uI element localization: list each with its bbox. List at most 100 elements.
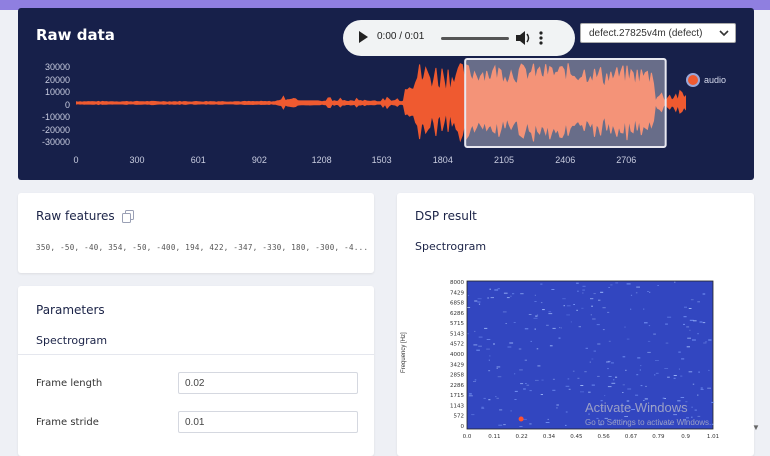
more-vertical-icon[interactable] bbox=[537, 29, 545, 47]
copy-icon[interactable] bbox=[122, 210, 134, 223]
spectrogram-cell bbox=[664, 398, 666, 399]
spectrogram-cell bbox=[647, 351, 651, 353]
spectrogram-cell bbox=[623, 421, 626, 423]
spectrogram-cell bbox=[467, 307, 471, 308]
spectrogram-cell bbox=[542, 309, 545, 311]
spectrogram-cell bbox=[506, 297, 510, 299]
spectrogram-cell bbox=[684, 419, 686, 421]
spectrogram-cell bbox=[514, 373, 516, 375]
spectrogram-cell bbox=[558, 337, 561, 339]
frame-stride-label: Frame stride bbox=[36, 417, 99, 428]
windows-watermark-title: Activate Windows bbox=[585, 400, 688, 415]
spectrogram-cell bbox=[477, 298, 482, 300]
spectrogram-cell bbox=[573, 304, 575, 305]
spectrogram-cell bbox=[626, 338, 630, 340]
spectrogram-cell bbox=[597, 375, 600, 377]
waveform-chart[interactable] bbox=[76, 56, 686, 150]
spectrogram-cell bbox=[469, 393, 472, 395]
spectrogram-cell bbox=[576, 282, 579, 284]
window-selection-highlight[interactable] bbox=[464, 58, 667, 148]
spectrogram-cell bbox=[596, 324, 600, 326]
spectrogram-cell bbox=[611, 382, 616, 384]
spectrogram-cell bbox=[692, 339, 696, 341]
spectrogram-ylabel: Frequency [Hz] bbox=[401, 332, 407, 373]
spectrogram-cell bbox=[505, 323, 507, 324]
spectrogram-cell bbox=[673, 377, 676, 379]
spectrogram-cell bbox=[541, 379, 544, 381]
spectrogram-cell bbox=[540, 283, 543, 285]
spectrogram-cell bbox=[604, 395, 606, 397]
spectrogram-cell bbox=[680, 397, 685, 398]
spectrogram-cell bbox=[704, 341, 708, 343]
spectrogram-cell bbox=[481, 407, 485, 409]
spectrogram-cell bbox=[643, 400, 645, 401]
spectrogram-cell bbox=[624, 326, 626, 328]
frame-stride-input[interactable] bbox=[178, 411, 358, 433]
frame-length-label: Frame length bbox=[36, 378, 103, 389]
spectrogram-cell bbox=[582, 289, 585, 291]
spectrogram-y-tick: 1143 bbox=[450, 403, 464, 409]
spectrogram-cell bbox=[493, 343, 495, 345]
spectrogram-y-tick: 6858 bbox=[450, 301, 464, 307]
spectrogram-cell bbox=[697, 301, 700, 303]
play-icon[interactable] bbox=[359, 31, 368, 43]
spectrogram-cell bbox=[519, 426, 523, 427]
spectrogram-cell bbox=[703, 342, 707, 344]
spectrogram-cell bbox=[580, 391, 584, 393]
spectrogram-cell bbox=[655, 372, 659, 374]
audio-time: 0:00 / 0:01 bbox=[377, 31, 425, 42]
spectrogram-cell bbox=[622, 356, 626, 358]
spectrogram-chart[interactable]: 8000 7429 6858 6286 5715 5143 4572 4000 3429 2858… bbox=[433, 277, 723, 445]
chevron-down-icon bbox=[719, 30, 729, 37]
spectrogram-cell bbox=[495, 396, 497, 398]
sample-select[interactable]: defect.27825v4m (defect) bbox=[580, 23, 736, 43]
x-tick-label: 1208 bbox=[311, 155, 332, 165]
audio-progress-bar[interactable] bbox=[441, 37, 509, 40]
spectrogram-cell bbox=[647, 340, 651, 342]
spectrogram-cell bbox=[665, 342, 669, 344]
spectrogram-x-tick: 1.01 bbox=[707, 434, 719, 440]
spectrogram-cell bbox=[473, 344, 478, 346]
spectrogram-cell bbox=[607, 386, 612, 388]
frame-length-input[interactable] bbox=[178, 372, 358, 394]
spectrogram-cell bbox=[711, 401, 715, 403]
spectrogram-x-tick: 0.79 bbox=[652, 434, 665, 440]
spectrogram-cell bbox=[537, 365, 541, 367]
spectrogram-cell bbox=[483, 397, 486, 399]
spectrogram-cell bbox=[673, 375, 677, 376]
spectrogram-cell bbox=[689, 329, 691, 331]
spectrogram-cell bbox=[694, 409, 697, 411]
spectrogram-cell bbox=[602, 329, 605, 331]
y-tick-label: 10000 bbox=[44, 87, 70, 97]
spectrogram-y-tick: 0 bbox=[461, 424, 465, 430]
spectrogram-cell bbox=[640, 365, 642, 367]
sample-select-value: defect.27825v4m (defect) bbox=[589, 28, 703, 39]
spectrogram-cell bbox=[674, 281, 676, 283]
spectrogram-cell bbox=[673, 414, 677, 416]
section-divider bbox=[18, 354, 374, 355]
spectrogram-cell bbox=[662, 397, 665, 399]
volume-icon[interactable] bbox=[515, 29, 531, 47]
spectrogram-cell bbox=[645, 385, 647, 387]
windows-watermark-subtitle: Go to Settings to activate Windows. bbox=[585, 418, 712, 427]
spectrogram-cell bbox=[503, 424, 506, 426]
spectrogram-cell bbox=[711, 423, 714, 425]
spectrogram-cell bbox=[507, 346, 512, 348]
spectrogram-cell bbox=[691, 416, 693, 418]
audio-player[interactable]: 0:00 / 0:01 bbox=[343, 20, 575, 56]
spectrogram-cell bbox=[496, 397, 499, 399]
spectrogram-cell bbox=[486, 339, 491, 340]
spectrogram-cell bbox=[636, 286, 640, 288]
spectrogram-cell bbox=[678, 351, 681, 353]
spectrogram-cell bbox=[467, 333, 469, 335]
spectrogram-cell bbox=[697, 333, 699, 335]
spectrogram-cell bbox=[700, 388, 704, 390]
spectrogram-cell bbox=[702, 293, 706, 295]
spectrogram-cell bbox=[566, 314, 570, 316]
spectrogram-cell bbox=[529, 390, 532, 392]
y-tick-label: 20000 bbox=[44, 74, 70, 85]
scroll-corner-icon[interactable]: ▼ bbox=[752, 423, 760, 432]
parameters-title: Parameters bbox=[36, 303, 105, 317]
spectrogram-cell bbox=[533, 317, 538, 319]
spectrogram-cell bbox=[580, 385, 584, 386]
